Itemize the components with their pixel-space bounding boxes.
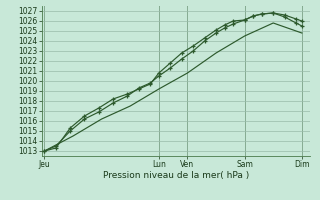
X-axis label: Pression niveau de la mer( hPa ): Pression niveau de la mer( hPa ) xyxy=(103,171,249,180)
